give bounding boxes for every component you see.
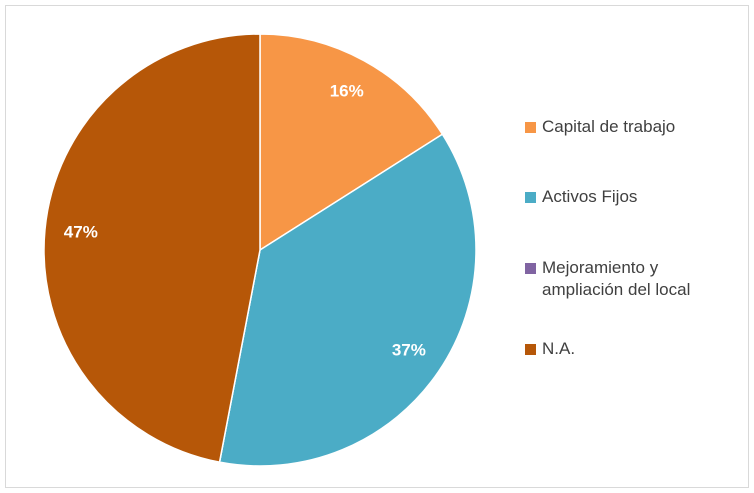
legend-swatch [525,263,536,274]
legend-swatch [525,344,536,355]
legend-item: Capital de trabajo [525,116,742,138]
legend-swatch [525,122,536,133]
data-label: 16% [330,82,364,101]
pie: 16% 37% 47% [43,33,477,467]
legend: Capital de trabajo Activos Fijos Mejoramie… [513,100,733,390]
legend-item: N.A. [525,338,742,360]
legend-label: N.A. [542,339,576,358]
legend-label: Activos Fijos [542,187,638,206]
legend-label: Capital de trabajo [542,117,676,136]
pie-slice [43,33,261,464]
data-label: 47% [64,223,98,242]
legend-swatch [525,192,536,203]
legend-item: Mejoramiento y ampliación del local [525,257,712,301]
data-label: 37% [392,341,426,360]
pie-slice [259,33,444,252]
pie-slice [218,133,477,467]
legend-item: Activos Fijos [525,186,742,208]
legend-label: Mejoramiento y ampliación del local [542,258,691,299]
